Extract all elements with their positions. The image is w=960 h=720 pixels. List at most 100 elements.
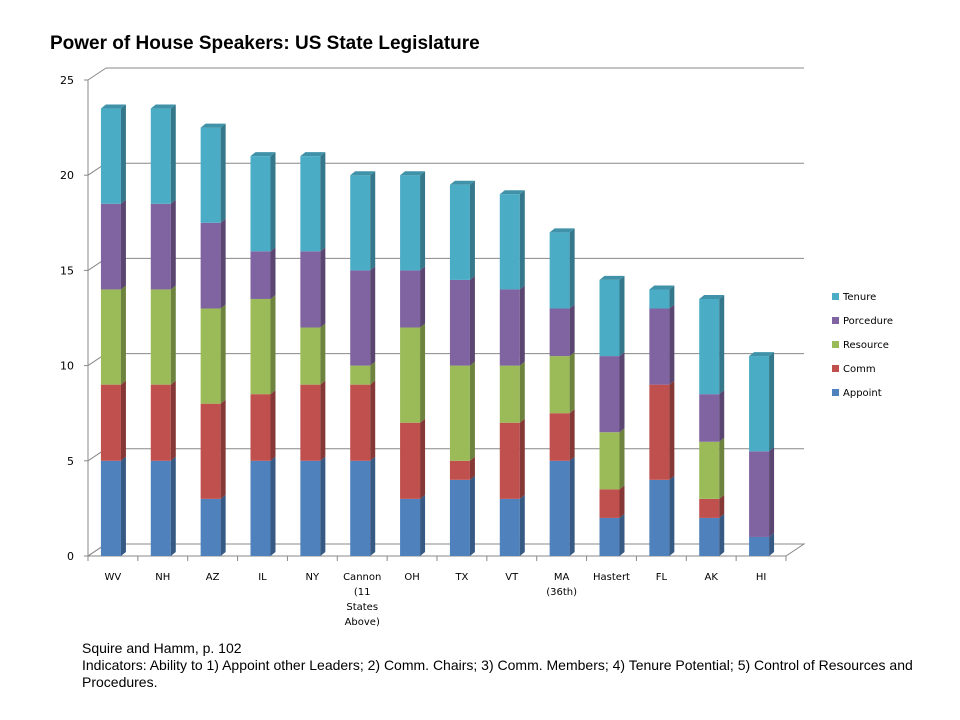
bar-segment-resource (499, 361, 525, 423)
bar-side (469, 180, 475, 280)
stacked-bar-chart: 0 5 10 15 20 25 WV NH AZ IL NY Cannon (11 States Abov… (60, 67, 893, 628)
bar-side (719, 437, 725, 499)
bar-side (320, 323, 326, 385)
bar-top (449, 180, 475, 185)
bar-side (270, 152, 276, 252)
bar-top (150, 104, 176, 109)
bar-front (449, 479, 470, 556)
caption-note: Indicators: Ability to 1) Appoint other … (82, 657, 913, 690)
bar-segment-tenure (250, 152, 276, 252)
bar-segment-porcedure (549, 304, 575, 357)
bar-segment-comm (599, 485, 625, 518)
plot-walls (86, 68, 806, 557)
bar-side (719, 494, 725, 518)
bar-front (499, 365, 520, 423)
bar-side (769, 447, 775, 537)
bar-front (499, 289, 520, 366)
x-tick-label: Hastert (593, 572, 630, 583)
bar-top (300, 152, 326, 157)
bar-segment-appoint (200, 494, 226, 556)
bar-segment-tenure (699, 294, 725, 395)
bar-segment-tenure (400, 171, 426, 271)
bar-segment-tenure (449, 180, 475, 280)
bar-side (469, 361, 475, 461)
bar-side (719, 513, 725, 556)
bar-front (649, 479, 670, 556)
bar-segment-porcedure (749, 447, 775, 537)
bar-front (749, 536, 770, 556)
bar-segment-tenure (200, 123, 226, 223)
bar-segment-resource (400, 323, 426, 423)
y-tick-label: 5 (67, 455, 74, 468)
bar-side (220, 399, 226, 499)
bar-side (120, 199, 126, 290)
bar-front (449, 184, 470, 280)
bar-front (549, 232, 570, 309)
bar-front (449, 460, 470, 480)
bar-segment-tenure (749, 352, 775, 452)
y-axis: 0 5 10 15 20 25 (60, 74, 88, 563)
bar-segment-tenure (100, 104, 126, 204)
bar-front (400, 422, 421, 499)
bar-front (599, 517, 620, 556)
bar-segment-appoint (549, 456, 575, 556)
bar-front (699, 517, 720, 556)
bar-side (220, 218, 226, 309)
bar-segment-appoint (699, 513, 725, 556)
bar-side (769, 352, 775, 452)
bar-front (200, 127, 221, 223)
bar-side (170, 456, 176, 556)
bar-segment-appoint (649, 475, 675, 556)
bar-side (120, 285, 126, 385)
bar-segment-porcedure (150, 199, 176, 290)
bar-side (120, 456, 126, 556)
bar-top (200, 123, 226, 128)
legend-swatch (832, 317, 839, 324)
x-tick-label: HI (756, 572, 766, 583)
bar-segment-appoint (300, 456, 326, 556)
bar-side (320, 247, 326, 328)
bar-front (300, 460, 321, 556)
bar-segment-resource (699, 437, 725, 499)
bar-side (220, 304, 226, 404)
bar-front (300, 156, 321, 252)
bar-front (350, 270, 371, 366)
bar-segment-resource (300, 323, 326, 385)
bar-side (469, 275, 475, 366)
bar-segment-resource (100, 285, 126, 385)
bar-segment-tenure (300, 152, 326, 252)
bar-side (569, 409, 575, 461)
bar-side (519, 285, 525, 366)
bar-side (370, 266, 376, 366)
bar-segment-appoint (499, 494, 525, 556)
legend-label: Resource (843, 340, 889, 351)
bar-side (170, 199, 176, 290)
bar-front (400, 175, 421, 271)
bar-front (150, 289, 171, 385)
bar-front (200, 308, 221, 404)
bar-side (669, 285, 675, 309)
bar-side (619, 275, 625, 357)
bar-front (649, 308, 670, 385)
x-tick-label: NH (155, 572, 170, 583)
bar-front (250, 460, 271, 556)
bar-segment-porcedure (250, 247, 276, 299)
bar-side (669, 475, 675, 556)
x-tick-label: FL (656, 572, 668, 583)
x-tick-label: IL (258, 572, 267, 583)
bar-side (220, 494, 226, 556)
bar-front (549, 308, 570, 357)
bar-front (150, 108, 171, 204)
bar-front (250, 394, 271, 461)
bar-side (370, 380, 376, 461)
bar-segment-porcedure (599, 352, 625, 433)
x-tick-label: MA (36th) (546, 572, 577, 598)
bar-segment-comm (200, 399, 226, 499)
bar-side (170, 380, 176, 461)
bar-front (599, 489, 620, 518)
bar-segment-comm (400, 418, 426, 499)
bar-side (320, 456, 326, 556)
x-tick-label: Cannon (11 States Above) (343, 572, 381, 628)
bar-front (699, 394, 720, 442)
bar-side (270, 247, 276, 299)
